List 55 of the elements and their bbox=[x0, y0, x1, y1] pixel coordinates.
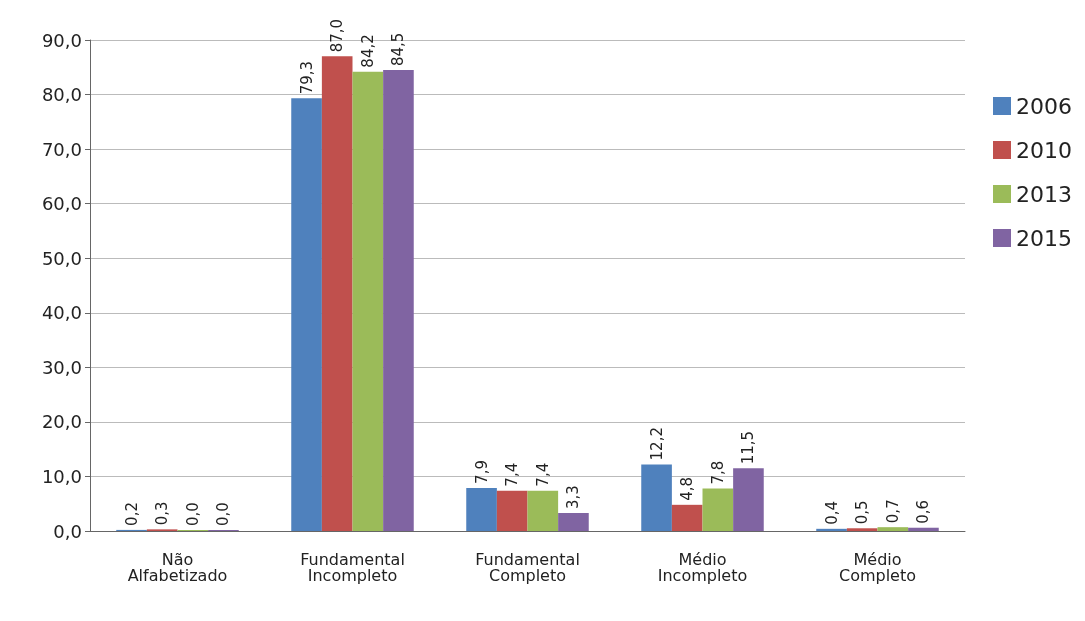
bar bbox=[321, 56, 353, 531]
bar bbox=[733, 468, 764, 531]
x-tick-label: Não Alfabetizado bbox=[127, 549, 228, 585]
data-label: 3,3 bbox=[564, 485, 583, 509]
y-tick-label: 80,0 bbox=[41, 84, 82, 106]
data-label: 7,8 bbox=[708, 460, 727, 485]
bar bbox=[558, 513, 589, 531]
x-tick-label: Médio Incompleto bbox=[657, 549, 748, 585]
data-label: 7,9 bbox=[472, 460, 491, 484]
data-label: 79,3 bbox=[297, 60, 316, 95]
data-label: 87,0 bbox=[328, 18, 347, 53]
bar bbox=[527, 490, 559, 531]
bar bbox=[846, 528, 878, 531]
data-label: 84,5 bbox=[389, 32, 408, 67]
y-tick-label: 60,0 bbox=[41, 193, 82, 215]
legend-label: 2015 bbox=[1016, 225, 1073, 251]
y-tick-label: 30,0 bbox=[41, 356, 82, 378]
y-tick-label: 0,0 bbox=[53, 520, 82, 542]
bar bbox=[877, 527, 909, 531]
bar bbox=[496, 490, 528, 531]
data-label: 7,4 bbox=[533, 462, 552, 487]
data-label: 84,2 bbox=[358, 34, 377, 68]
data-label: 4,8 bbox=[678, 476, 697, 501]
data-label: 12,2 bbox=[647, 427, 666, 461]
bar bbox=[671, 504, 703, 531]
y-tick-label: 70,0 bbox=[41, 138, 82, 160]
data-label: 0,6 bbox=[914, 499, 933, 524]
x-tick-label: Fundamental Incompleto bbox=[300, 549, 405, 585]
x-tick-label: Médio Completo bbox=[838, 549, 917, 585]
bar bbox=[641, 464, 672, 531]
bar bbox=[908, 527, 939, 531]
data-label: 0,7 bbox=[883, 499, 902, 524]
y-tick-label: 20,0 bbox=[41, 411, 82, 433]
x-tick-label: Fundamental Completo bbox=[475, 549, 580, 585]
y-tick-label: 10,0 bbox=[41, 465, 82, 487]
bar bbox=[702, 488, 734, 531]
data-label: 0,4 bbox=[822, 500, 841, 525]
bar bbox=[466, 487, 497, 531]
legend-label: 2006 bbox=[1016, 93, 1073, 119]
legend-label: 2010 bbox=[1016, 137, 1073, 163]
bar bbox=[816, 528, 847, 531]
legend-label: 2013 bbox=[1016, 181, 1073, 207]
data-label: 0,5 bbox=[853, 500, 872, 525]
y-tick-label: 90,0 bbox=[41, 29, 82, 51]
bar bbox=[291, 98, 322, 531]
data-label: 0,3 bbox=[153, 501, 172, 526]
data-label: 11,5 bbox=[739, 430, 758, 465]
y-tick-label: 40,0 bbox=[41, 302, 82, 324]
data-label: 7,4 bbox=[503, 462, 522, 487]
y-tick-label: 50,0 bbox=[41, 247, 82, 269]
data-label: 0,0 bbox=[214, 502, 233, 526]
bar bbox=[352, 71, 384, 531]
data-label: 0,0 bbox=[183, 502, 202, 526]
bar bbox=[383, 70, 414, 531]
data-label: 0,2 bbox=[122, 502, 141, 526]
